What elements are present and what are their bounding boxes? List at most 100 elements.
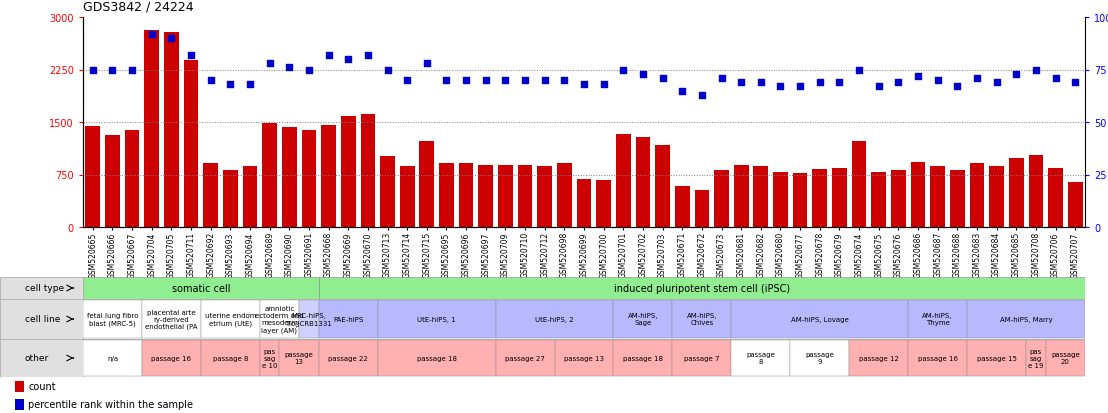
Text: percentile rank within the sample: percentile rank within the sample bbox=[29, 399, 194, 409]
Text: passage 18: passage 18 bbox=[417, 355, 456, 361]
Bar bbox=[319, 300, 378, 338]
Bar bbox=[675, 187, 689, 228]
Text: passage 8: passage 8 bbox=[213, 355, 248, 361]
Text: AM-hiPS, Marry: AM-hiPS, Marry bbox=[999, 316, 1053, 322]
Text: passage 7: passage 7 bbox=[684, 355, 719, 361]
Text: GDS3842 / 24224: GDS3842 / 24224 bbox=[83, 1, 194, 14]
Text: count: count bbox=[29, 382, 57, 392]
Bar bbox=[931, 167, 945, 228]
Text: PAE-hiPS: PAE-hiPS bbox=[334, 316, 363, 322]
Text: passage 13: passage 13 bbox=[564, 355, 604, 361]
Point bbox=[418, 61, 435, 67]
Point bbox=[300, 67, 318, 74]
Bar bbox=[144, 31, 160, 228]
Bar bbox=[790, 340, 849, 376]
Point bbox=[712, 76, 730, 82]
Point bbox=[910, 74, 927, 80]
Text: cell line: cell line bbox=[24, 315, 60, 324]
Point bbox=[458, 78, 475, 84]
Bar bbox=[495, 340, 554, 376]
Text: passage 27: passage 27 bbox=[505, 355, 545, 361]
Bar bbox=[360, 115, 376, 228]
Bar bbox=[479, 165, 493, 228]
Point bbox=[84, 67, 102, 74]
Point bbox=[202, 78, 219, 84]
Bar bbox=[950, 170, 965, 228]
Bar bbox=[731, 340, 790, 376]
Bar bbox=[731, 300, 909, 338]
Point bbox=[339, 57, 357, 63]
Point bbox=[948, 84, 966, 90]
Text: pas
sag
e 19: pas sag e 19 bbox=[1028, 348, 1044, 368]
Bar bbox=[1046, 340, 1085, 376]
Point bbox=[791, 84, 809, 90]
Bar bbox=[263, 124, 277, 228]
Bar bbox=[891, 171, 905, 228]
Bar bbox=[378, 300, 495, 338]
Point bbox=[929, 78, 946, 84]
Point bbox=[123, 67, 141, 74]
Bar bbox=[279, 340, 319, 376]
Point bbox=[143, 31, 161, 38]
Bar bbox=[1009, 158, 1024, 228]
Text: fetal lung fibro
blast (MRC-5): fetal lung fibro blast (MRC-5) bbox=[86, 313, 138, 326]
Bar bbox=[537, 167, 552, 228]
Bar bbox=[223, 170, 238, 228]
Point bbox=[732, 80, 750, 86]
Bar bbox=[83, 340, 142, 376]
Text: somatic cell: somatic cell bbox=[172, 283, 230, 293]
Bar bbox=[517, 166, 533, 228]
Point bbox=[163, 36, 181, 42]
Bar bbox=[673, 340, 731, 376]
Bar bbox=[852, 142, 866, 228]
Bar bbox=[16, 381, 24, 392]
Bar bbox=[614, 340, 673, 376]
Point bbox=[536, 78, 554, 84]
Bar bbox=[557, 164, 572, 228]
Bar bbox=[773, 173, 788, 228]
Bar bbox=[497, 165, 513, 228]
Point bbox=[634, 71, 652, 78]
Bar bbox=[83, 300, 142, 338]
Text: uterine endom
etrium (UtE): uterine endom etrium (UtE) bbox=[205, 313, 256, 326]
Bar bbox=[105, 135, 120, 228]
Point bbox=[1066, 80, 1084, 86]
Point bbox=[182, 52, 199, 59]
Bar bbox=[243, 167, 257, 228]
Bar bbox=[85, 126, 100, 228]
Text: passage
13: passage 13 bbox=[285, 351, 314, 365]
Bar bbox=[636, 138, 650, 228]
Bar bbox=[83, 277, 319, 299]
Bar bbox=[400, 167, 414, 228]
Bar bbox=[319, 340, 378, 376]
Bar bbox=[614, 300, 673, 338]
Bar bbox=[16, 399, 24, 410]
Point bbox=[831, 80, 849, 86]
Bar bbox=[849, 340, 909, 376]
Text: passage
9: passage 9 bbox=[806, 351, 834, 365]
Bar bbox=[459, 164, 473, 228]
Text: AM-hiPS,
Thyme: AM-hiPS, Thyme bbox=[922, 313, 953, 326]
Point bbox=[222, 82, 239, 88]
Text: UtE-hiPS, 2: UtE-hiPS, 2 bbox=[535, 316, 574, 322]
Bar bbox=[812, 169, 828, 228]
Point bbox=[359, 52, 377, 59]
Bar bbox=[554, 340, 614, 376]
Bar bbox=[715, 170, 729, 228]
Text: cell type: cell type bbox=[24, 284, 64, 293]
Bar bbox=[967, 300, 1085, 338]
Point bbox=[104, 67, 122, 74]
Bar bbox=[299, 300, 319, 338]
Point bbox=[654, 76, 671, 82]
Point bbox=[850, 67, 868, 74]
Bar bbox=[204, 163, 218, 228]
Bar bbox=[125, 131, 140, 228]
Point bbox=[1027, 67, 1045, 74]
Text: n/a: n/a bbox=[106, 355, 119, 361]
Point bbox=[615, 67, 633, 74]
Point bbox=[987, 80, 1005, 86]
Text: pas
sag
e 10: pas sag e 10 bbox=[261, 348, 277, 368]
Bar bbox=[871, 173, 886, 228]
Text: passage
8: passage 8 bbox=[747, 351, 776, 365]
Point bbox=[692, 92, 710, 99]
